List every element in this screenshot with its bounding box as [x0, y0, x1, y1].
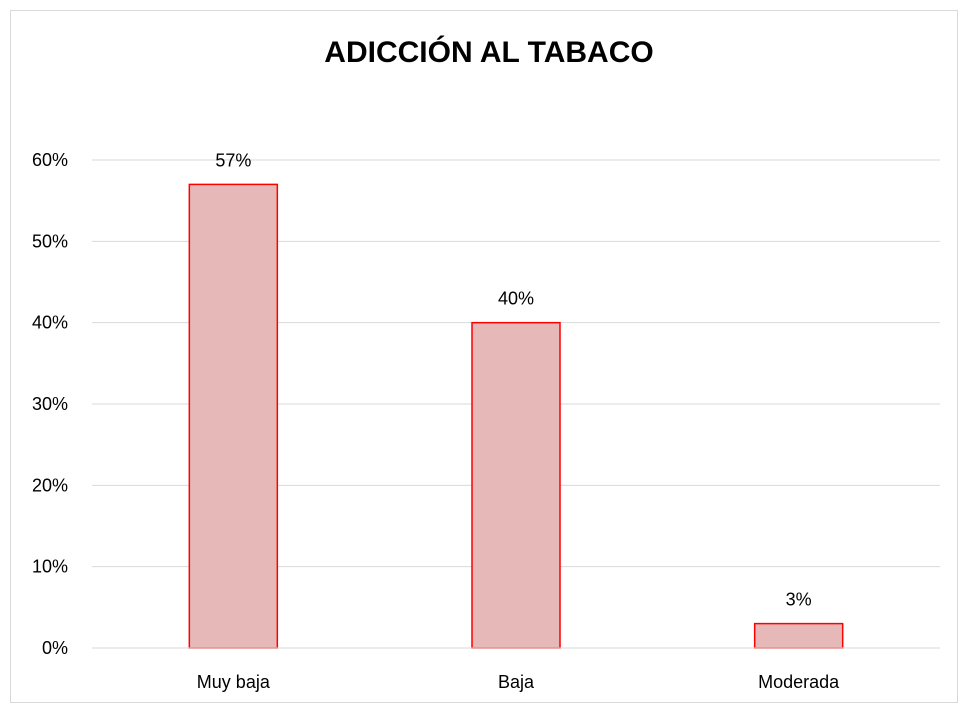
- bars: [188, 183, 844, 649]
- x-category-label: Moderada: [758, 672, 840, 692]
- y-tick-label: 10%: [32, 557, 68, 577]
- bar: [188, 183, 279, 649]
- y-tick-label: 50%: [32, 231, 68, 251]
- data-label: 3%: [786, 590, 812, 610]
- data-label: 57%: [215, 150, 251, 170]
- bar: [471, 321, 561, 649]
- data-label: 40%: [498, 289, 534, 309]
- y-tick-label: 20%: [32, 475, 68, 495]
- x-category-label: Baja: [498, 672, 535, 692]
- x-category-label: Muy baja: [197, 672, 271, 692]
- data-labels: 57% 40% 3%: [215, 150, 811, 609]
- bar: [753, 622, 844, 649]
- y-tick-label: 0%: [42, 638, 68, 658]
- y-axis-ticks: 0% 10% 20% 30% 40% 50% 60%: [32, 150, 68, 658]
- x-axis-categories: Muy baja Baja Moderada: [197, 672, 840, 692]
- y-tick-label: 40%: [32, 313, 68, 333]
- chart-title: ADICCIÓN AL TABACO: [324, 35, 653, 69]
- y-tick-label: 60%: [32, 150, 68, 170]
- y-tick-label: 30%: [32, 394, 68, 414]
- chart-frame: [10, 10, 958, 703]
